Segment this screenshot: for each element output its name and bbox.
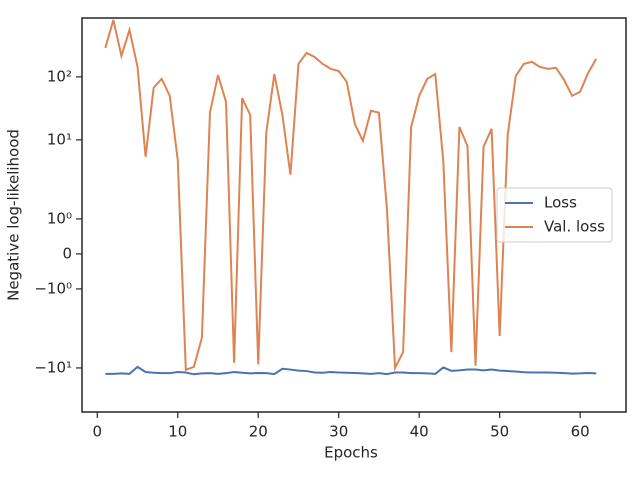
x-tick-label: 10 — [168, 423, 187, 441]
y-tick-label: −10¹ — [34, 358, 72, 376]
y-tick-label: 10² — [47, 67, 72, 85]
y-tick-label: 10¹ — [47, 130, 72, 148]
legend-label: Val. loss — [544, 218, 605, 236]
x-tick-label: 30 — [329, 423, 348, 441]
plot-frame — [81, 17, 627, 413]
x-axis-label: Epochs — [324, 444, 378, 462]
y-tick-label: −10⁰ — [34, 279, 72, 297]
x-tick-label: 0 — [93, 423, 103, 441]
y-tick-label: 0 — [62, 244, 72, 262]
series-line — [104, 19, 598, 372]
y-axis-label: Negative log-likelihood — [5, 129, 23, 301]
y-tick-label: 10⁰ — [47, 209, 72, 227]
legend-label: Loss — [544, 194, 577, 212]
x-tick-label: 20 — [249, 423, 268, 441]
x-tick-label: 60 — [571, 423, 590, 441]
legend: Loss Val. loss — [496, 187, 613, 243]
x-tick-label: 40 — [410, 423, 429, 441]
x-tick-label: 50 — [490, 423, 509, 441]
legend-box — [496, 187, 613, 243]
series-line — [105, 365, 597, 376]
